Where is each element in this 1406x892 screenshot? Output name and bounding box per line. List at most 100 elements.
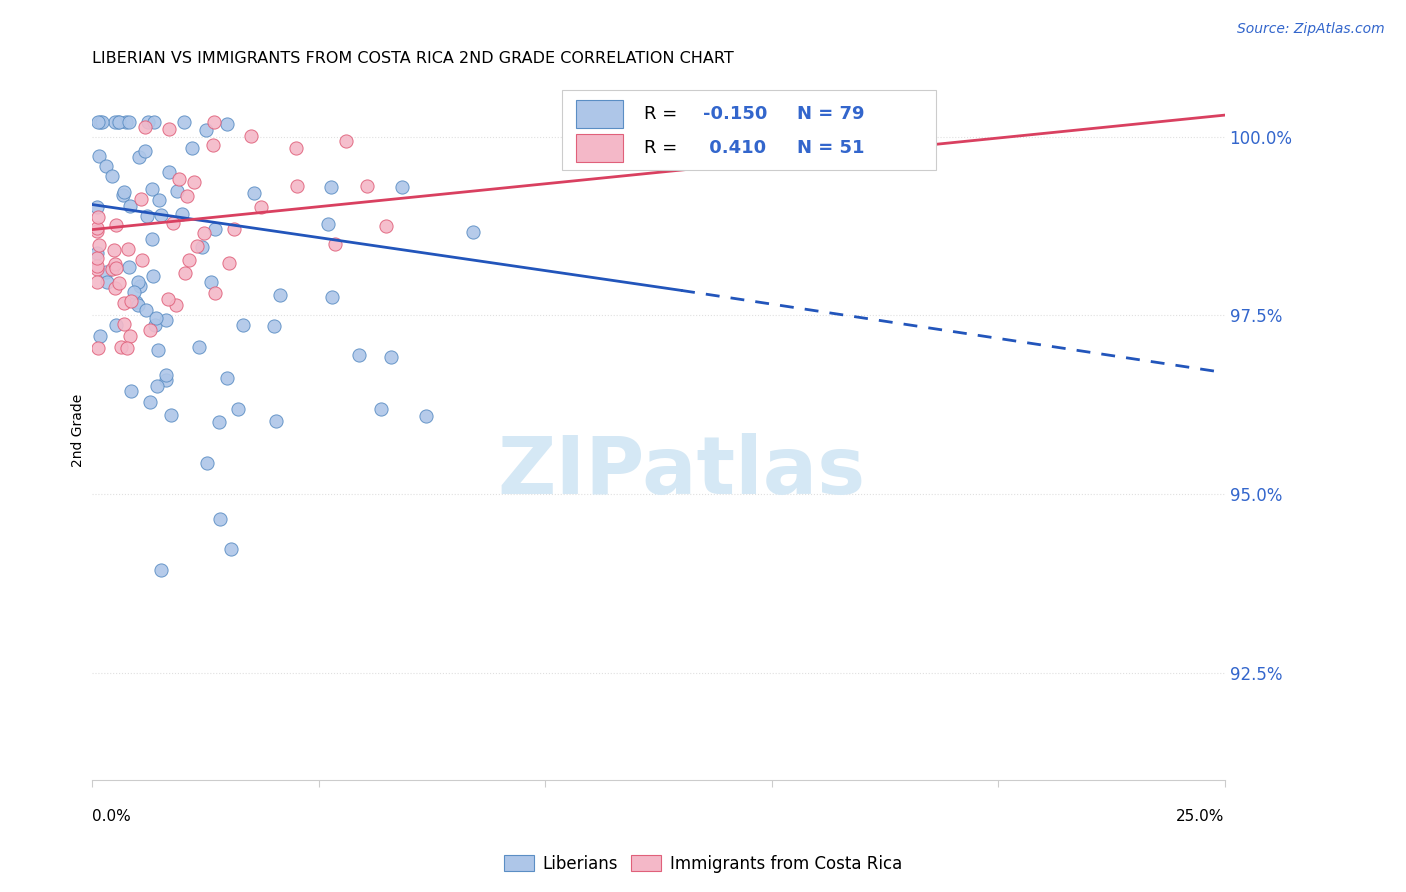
Point <box>201 138 224 153</box>
Text: -0.150: -0.150 <box>703 105 768 123</box>
Point <box>179 253 201 268</box>
Point <box>135 303 157 318</box>
Point <box>347 347 370 361</box>
Point <box>183 175 205 189</box>
Point <box>127 297 149 311</box>
Point <box>112 317 135 331</box>
Point <box>112 188 135 202</box>
Point <box>166 184 188 198</box>
Point <box>105 318 128 332</box>
Point <box>176 188 198 202</box>
Point <box>134 120 156 134</box>
Point <box>150 208 173 222</box>
Point <box>269 288 291 302</box>
Point <box>155 368 177 382</box>
Y-axis label: 2nd Grade: 2nd Grade <box>72 393 86 467</box>
Point <box>263 318 285 333</box>
Point <box>174 266 197 280</box>
Point <box>285 179 308 194</box>
Point <box>105 218 128 232</box>
Point <box>222 221 245 235</box>
Point <box>165 298 187 312</box>
Text: N = 51: N = 51 <box>797 139 865 157</box>
Point <box>157 165 180 179</box>
Point <box>148 193 170 207</box>
Point <box>87 210 110 224</box>
Point <box>139 323 162 337</box>
Point <box>129 279 152 293</box>
Point <box>284 140 307 154</box>
Point <box>136 115 159 129</box>
Point <box>101 169 124 184</box>
Point <box>321 290 343 304</box>
Point <box>86 342 108 356</box>
Point <box>155 313 177 327</box>
Point <box>209 512 232 526</box>
Point <box>89 115 111 129</box>
Point <box>87 149 110 163</box>
Point <box>131 192 153 206</box>
Point <box>101 262 124 277</box>
Point <box>323 236 346 251</box>
Point <box>108 115 131 129</box>
Point <box>380 350 402 364</box>
Point <box>150 563 173 577</box>
Point <box>243 186 266 200</box>
Point <box>120 328 142 343</box>
Text: R =: R = <box>644 105 683 123</box>
Point <box>118 199 141 213</box>
Point <box>193 226 215 240</box>
Point <box>170 207 193 221</box>
Point <box>186 239 208 253</box>
Point <box>104 115 127 129</box>
Point <box>115 341 138 355</box>
Point <box>219 541 242 556</box>
Point <box>200 275 222 289</box>
Point <box>218 256 240 270</box>
FancyBboxPatch shape <box>576 134 623 162</box>
Point <box>135 209 157 223</box>
Point <box>86 260 108 274</box>
Point <box>162 216 184 230</box>
Point <box>96 265 118 279</box>
Point <box>131 252 153 267</box>
Point <box>117 242 139 256</box>
Point <box>87 237 110 252</box>
Point <box>232 318 254 332</box>
Point <box>86 221 108 235</box>
Point <box>103 243 125 257</box>
Point <box>143 318 166 332</box>
Point <box>156 292 179 306</box>
Point <box>187 340 209 354</box>
Point <box>181 141 204 155</box>
Point <box>146 379 169 393</box>
Point <box>138 395 160 409</box>
Point <box>107 115 129 129</box>
Point <box>374 219 396 234</box>
Point <box>204 285 226 300</box>
Point <box>104 281 127 295</box>
Point <box>173 115 195 129</box>
Point <box>124 295 146 310</box>
Point <box>120 384 142 398</box>
Point <box>335 134 357 148</box>
Point <box>86 246 108 260</box>
Point <box>86 115 108 129</box>
Point <box>122 285 145 300</box>
Point <box>148 343 170 358</box>
Point <box>316 217 339 231</box>
Text: ZIPatlas: ZIPatlas <box>496 433 865 511</box>
Point <box>115 115 138 129</box>
Point <box>118 115 141 129</box>
Point <box>415 409 437 423</box>
Point <box>226 401 249 416</box>
Text: R =: R = <box>644 139 683 157</box>
Point <box>202 115 225 129</box>
Point <box>127 276 149 290</box>
FancyBboxPatch shape <box>562 90 936 170</box>
Point <box>461 225 484 239</box>
Point <box>128 150 150 164</box>
Text: LIBERIAN VS IMMIGRANTS FROM COSTA RICA 2ND GRADE CORRELATION CHART: LIBERIAN VS IMMIGRANTS FROM COSTA RICA 2… <box>93 51 734 66</box>
Point <box>215 371 238 385</box>
Text: N = 79: N = 79 <box>797 105 865 123</box>
